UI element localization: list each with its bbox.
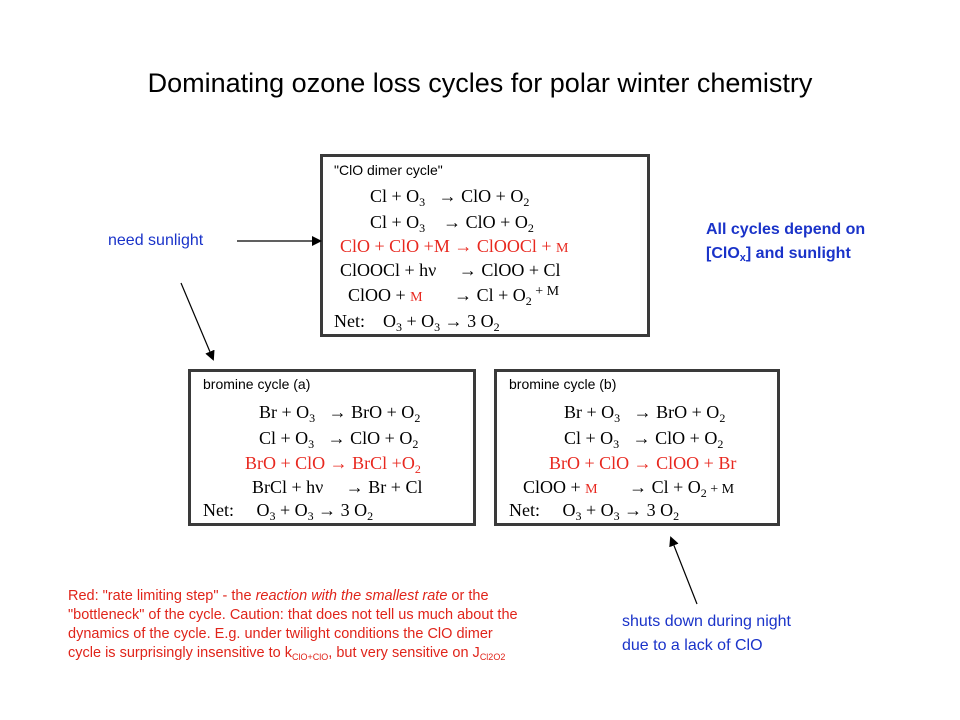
shuts-down-line1: shuts down during night: [622, 613, 791, 630]
rate-limiting-reaction: BrO + ClO → ClOO + Br: [549, 453, 737, 473]
bromine-cycle-b-box: [494, 369, 780, 526]
reaction-row: Cl + O3 → ClO + O2: [564, 428, 724, 451]
reaction-row: ClOO + M → Cl + O2 + M: [348, 284, 560, 308]
need-sunlight-note: need sunlight: [108, 232, 204, 249]
reaction-row: ClOO + M → Cl + O2 + M: [523, 477, 735, 500]
clo-dimer-cycle-label: "ClO dimer cycle": [334, 162, 443, 178]
bromine-cycle-a-box: [188, 369, 476, 526]
net-reaction: Net: O3 + O3 → 3 O2: [509, 500, 680, 523]
arrow-to-bromine-a: [180, 282, 215, 361]
rate-limiting-reaction: BrO + ClO → BrCl +O2: [245, 453, 421, 476]
page-title: Dominating ozone loss cycles for polar w…: [147, 68, 813, 98]
net-reaction: Net: O3 + O3 → 3 O2: [203, 500, 374, 523]
reaction-row: ClOOCl + hν → ClOO + Cl: [340, 260, 561, 280]
rate-limiting-note: Red: "rate limiting step" - the reaction…: [68, 588, 518, 662]
reaction-row: BrCl + hν → Br + Cl: [252, 477, 423, 497]
arrow-from-shuts-down: [669, 536, 698, 605]
depend-note-line1: All cycles depend on: [706, 221, 866, 238]
reaction-row: Br + O3 → BrO + O2: [259, 402, 421, 425]
shuts-down-line2: due to a lack of ClO: [622, 637, 763, 654]
reaction-row: Cl + O3 → ClO + O2: [370, 186, 530, 209]
depend-note: All cycles depend on [ClOx] and sunlight: [706, 218, 865, 266]
net-reaction: Net: O3 + O3 → 3 O2: [334, 311, 500, 334]
reaction-row: Cl + O3 → ClO + O2: [259, 428, 419, 451]
reaction-row: Br + O3 → BrO + O2: [564, 402, 726, 425]
bromine-cycle-b-label: bromine cycle (b): [509, 376, 617, 392]
depend-note-line2: [ClOx] and sunlight: [706, 245, 851, 264]
rate-limiting-reaction: ClO + ClO +M → ClOOCl + M: [340, 236, 569, 256]
shuts-down-note: shuts down during night due to a lack of…: [622, 610, 791, 658]
reaction-row: Cl + O3 → ClO + O2: [370, 212, 534, 235]
bromine-cycle-a-label: bromine cycle (a): [203, 376, 311, 392]
